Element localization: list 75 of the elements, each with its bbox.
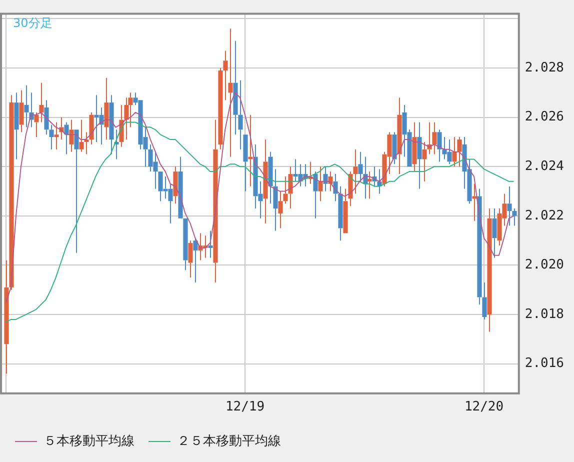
candlestick — [223, 50, 228, 101]
candlestick — [24, 84, 29, 128]
candlestick — [193, 238, 198, 283]
chart-title: 30分足 — [13, 16, 52, 30]
candlestick — [432, 122, 437, 155]
candlestick — [437, 129, 442, 162]
candlestick — [89, 112, 94, 145]
candlestick — [84, 132, 89, 155]
candlestick — [213, 119, 218, 283]
candlestick — [377, 168, 382, 194]
candlestick — [422, 141, 427, 182]
y-tick-label: 2.016 — [524, 356, 564, 372]
candlestick — [218, 68, 223, 150]
candlestick — [273, 168, 278, 232]
candlestick — [178, 156, 183, 218]
candlestick — [487, 208, 492, 332]
candlestick — [34, 112, 39, 138]
candlestick — [208, 230, 213, 258]
candlestick — [288, 166, 293, 210]
candlestick — [9, 94, 14, 290]
candlestick — [492, 208, 497, 258]
candlestick — [397, 97, 402, 175]
candlestick — [328, 171, 333, 192]
candlestick — [69, 119, 74, 152]
y-tick-label: 2.018 — [524, 306, 564, 322]
candlestick — [49, 124, 54, 150]
candlestick — [477, 188, 482, 306]
candlestick — [14, 92, 19, 160]
candlestick — [472, 183, 477, 222]
candlestick — [54, 122, 59, 150]
candlestick — [268, 151, 273, 204]
candlestick — [278, 190, 283, 229]
candlestick — [333, 174, 338, 202]
candlestick — [343, 188, 348, 234]
candlestick — [318, 166, 323, 202]
candlestick — [323, 166, 328, 192]
candlestick — [283, 176, 288, 204]
candlestick — [367, 171, 372, 200]
x-tick-label: 12/20 — [464, 400, 504, 415]
candlestick — [74, 130, 79, 254]
candlestick — [64, 122, 69, 155]
y-tick-label: 2.028 — [524, 60, 564, 76]
y-tick-label: 2.022 — [524, 208, 564, 224]
y-tick-label: 2.024 — [524, 159, 564, 174]
candlestick — [173, 166, 178, 204]
candlestick — [482, 282, 487, 320]
candlestick — [238, 80, 243, 150]
candlestick — [417, 122, 422, 190]
candlestick — [39, 82, 44, 123]
candlestick — [243, 134, 248, 192]
candlestick — [358, 151, 363, 182]
candlestick — [263, 139, 268, 224]
candlestick — [79, 119, 84, 152]
candlestick — [4, 260, 9, 374]
y-tick-label: 2.026 — [524, 110, 564, 125]
candlestick — [44, 100, 49, 136]
candlestick — [104, 77, 109, 140]
candlestick — [452, 136, 457, 168]
candlestick — [109, 94, 114, 155]
legend-label: ２５本移動平均線 — [177, 434, 281, 449]
candlestick — [353, 148, 358, 194]
legend-label: ５本移動平均線 — [44, 434, 134, 449]
candlestick — [228, 28, 233, 158]
candlestick — [188, 240, 193, 278]
candlestick — [392, 132, 397, 165]
candlestick — [412, 122, 417, 172]
candlestick — [19, 90, 24, 133]
y-tick-label: 2.020 — [524, 258, 564, 273]
x-tick-label: 12/19 — [225, 400, 265, 415]
candlestick — [313, 171, 318, 219]
candlestick — [512, 208, 517, 226]
candlestick — [507, 186, 512, 226]
candlestick — [457, 136, 462, 168]
candlestick — [233, 40, 238, 136]
candlestick — [338, 186, 343, 242]
